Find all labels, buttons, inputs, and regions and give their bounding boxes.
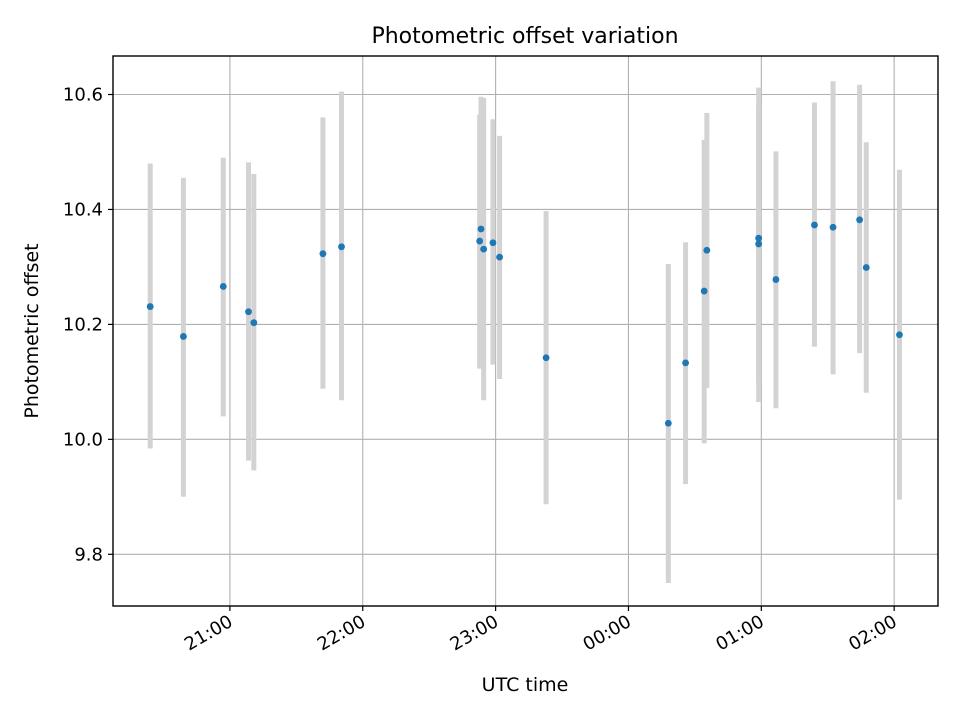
data-point [896, 331, 903, 339]
data-point [180, 333, 187, 340]
data-point [542, 354, 550, 362]
data-point [245, 308, 252, 316]
data-point [476, 237, 484, 245]
data-point [146, 303, 154, 310]
data-point [755, 240, 763, 248]
data-point [755, 234, 763, 242]
y-tick-label: 10.6 [63, 85, 103, 106]
data-point [829, 223, 837, 231]
x-axis-label: UTC time [482, 674, 569, 696]
y-tick-label: 10.2 [63, 314, 103, 335]
data-point [772, 276, 780, 283]
data-point [664, 419, 672, 427]
y-tick-label: 9.8 [74, 544, 103, 565]
data-points [146, 216, 903, 427]
data-point [811, 221, 818, 229]
data-point [856, 216, 864, 224]
data-point [319, 250, 327, 258]
data-point [219, 283, 227, 290]
data-point [250, 319, 258, 327]
data-point [700, 287, 708, 295]
y-tick-label: 10.0 [63, 429, 103, 450]
data-point [477, 225, 485, 233]
plot-frame [112, 55, 939, 607]
data-point [489, 239, 497, 247]
chart-title: Photometric offset variation [371, 24, 678, 49]
data-point [338, 243, 345, 251]
y-axis-label: Photometric offset [21, 243, 43, 418]
data-point [862, 264, 870, 271]
data-point [703, 246, 711, 254]
y-tick-label: 10.4 [63, 199, 103, 220]
data-point [496, 253, 503, 261]
data-point [480, 245, 488, 253]
data-point [682, 359, 689, 367]
